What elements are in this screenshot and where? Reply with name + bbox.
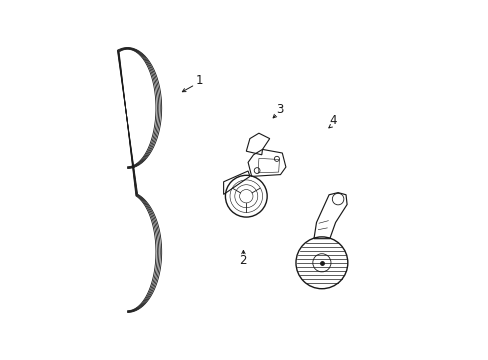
Text: 4: 4 [328,114,336,127]
Text: 2: 2 [239,255,246,267]
Text: 1: 1 [195,75,203,87]
Text: 3: 3 [276,103,283,116]
